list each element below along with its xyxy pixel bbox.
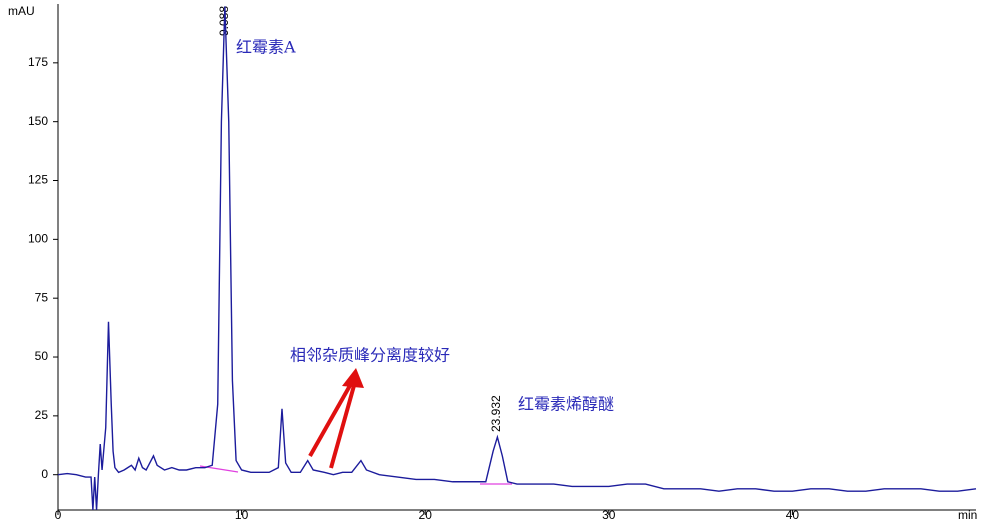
annotation: 红霉素烯醇醚	[518, 395, 614, 414]
arrows	[308, 368, 364, 469]
x-tick-label: 10	[235, 508, 249, 522]
y-tick-label: 175	[28, 55, 48, 69]
x-tick-label: 40	[786, 508, 800, 522]
y-tick-label: 75	[35, 290, 49, 304]
trace	[57, 6, 977, 511]
peak-label: 23.932	[489, 395, 503, 432]
x-tick-label: 20	[419, 508, 433, 522]
x-axis-label: min	[958, 508, 977, 522]
y-tick-label: 125	[28, 173, 48, 187]
y-tick-label: 50	[35, 349, 49, 363]
y-tick-label: 25	[35, 408, 49, 422]
x-tick-label: 30	[602, 508, 616, 522]
y-tick-label: 150	[28, 114, 48, 128]
annotation: 红霉素A	[236, 38, 296, 57]
annotation: 相邻杂质峰分离度较好	[290, 346, 450, 365]
y-tick-label: 100	[28, 232, 48, 246]
y-axis-label: mAU	[8, 4, 35, 18]
x-tick-label: 0	[55, 508, 62, 522]
y-tick-label: 0	[41, 467, 48, 481]
